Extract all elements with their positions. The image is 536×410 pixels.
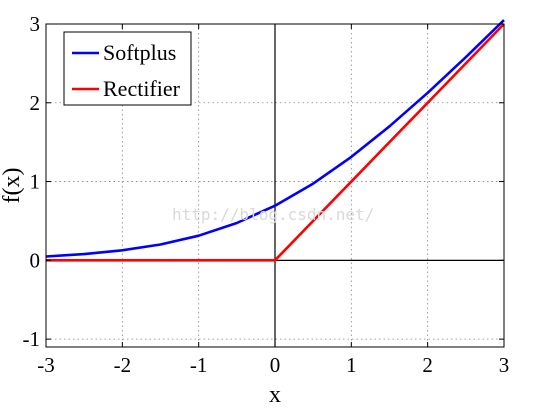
y-tick-label: 0: [30, 248, 41, 272]
series-line-softplus: [45, 19, 505, 258]
legend: Softplus Rectifier: [63, 31, 192, 106]
watermark-text: http://blog.csdn.net/: [172, 205, 374, 224]
y-axis-label: f(x): [0, 168, 25, 204]
legend-label: Rectifier: [103, 76, 181, 101]
series-lines: [45, 19, 505, 262]
x-tick-label: -2: [114, 353, 132, 377]
y-tick-label: 3: [30, 12, 41, 36]
x-tick-label: -1: [190, 353, 208, 377]
x-tick-label: 3: [499, 353, 510, 377]
y-tick-label: 2: [30, 91, 41, 115]
legend-label: Softplus: [103, 40, 176, 65]
ticks: -3 -2 -1 0 1 2 3 -1 0 1 2 3: [23, 12, 510, 377]
legend-box: [63, 31, 192, 106]
y-tick-label: -1: [23, 327, 41, 351]
x-tick-label: 1: [346, 353, 357, 377]
x-tick-label: -3: [37, 353, 55, 377]
series-line-rectifier: [46, 23, 505, 262]
y-tick-label: 1: [30, 170, 41, 194]
x-tick-label: 2: [422, 353, 433, 377]
x-axis-label: x: [269, 382, 281, 408]
x-tick-label: 0: [270, 353, 281, 377]
